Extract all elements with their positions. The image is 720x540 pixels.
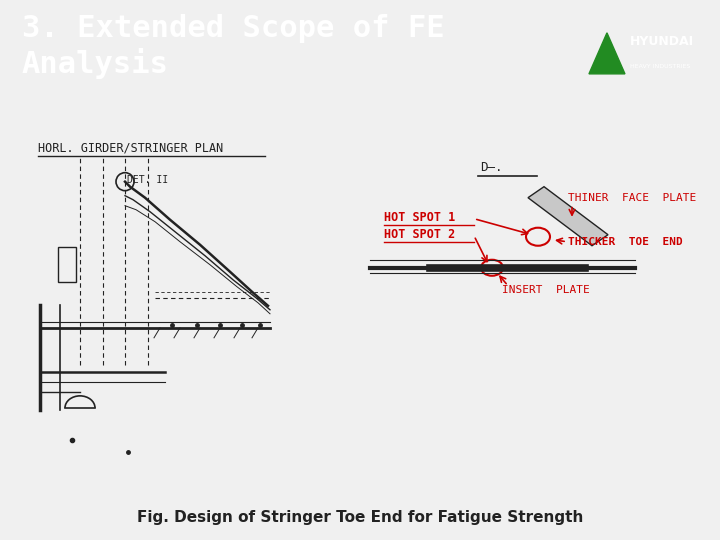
Polygon shape <box>528 187 608 246</box>
Text: DET. II: DET. II <box>127 174 168 185</box>
Text: D—.: D—. <box>480 161 503 174</box>
Text: Fig. Design of Stringer Toe End for Fatigue Strength: Fig. Design of Stringer Toe End for Fati… <box>137 510 583 525</box>
Text: HYUNDAI: HYUNDAI <box>630 35 694 48</box>
Bar <box>58 247 76 282</box>
Text: THINER  FACE  PLATE: THINER FACE PLATE <box>568 193 696 202</box>
Text: HORL. GIRDER/STRINGER PLAN: HORL. GIRDER/STRINGER PLAN <box>38 141 223 154</box>
Text: HOT SPOT 1: HOT SPOT 1 <box>384 211 455 224</box>
Polygon shape <box>589 33 625 74</box>
Text: INSERT  PLATE: INSERT PLATE <box>502 285 590 295</box>
Text: THICKER  TOE  END: THICKER TOE END <box>568 237 683 247</box>
Text: 3. Extended Scope of FE
Analysis: 3. Extended Scope of FE Analysis <box>22 14 444 79</box>
Text: HOT SPOT 2: HOT SPOT 2 <box>384 228 455 241</box>
Text: HEAVY INDUSTRIES: HEAVY INDUSTRIES <box>630 64 690 69</box>
